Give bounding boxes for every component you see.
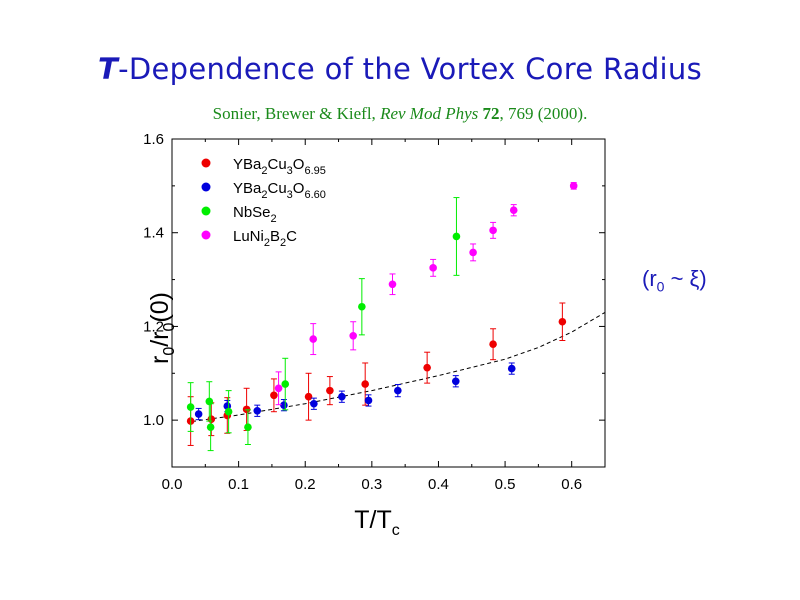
citation-volume: 72 bbox=[482, 104, 500, 123]
legend-marker bbox=[201, 230, 211, 240]
y-tick-label: 1.2 bbox=[143, 318, 164, 335]
data-point bbox=[388, 280, 397, 289]
data-point bbox=[507, 364, 516, 373]
data-point bbox=[569, 182, 578, 190]
plot-frame bbox=[171, 138, 606, 468]
x-axis-label: T/Tc bbox=[354, 506, 400, 539]
legend-marker bbox=[201, 158, 211, 168]
data-point bbox=[206, 423, 215, 431]
x-tick-label: 0.4 bbox=[428, 476, 449, 493]
data-point bbox=[423, 363, 431, 372]
data-point bbox=[451, 377, 460, 386]
data-point bbox=[186, 403, 195, 411]
side-note-open: (r bbox=[642, 266, 657, 291]
data-point bbox=[358, 302, 366, 311]
data-point bbox=[270, 391, 278, 400]
y-tick-label: 1.4 bbox=[143, 225, 164, 242]
data-point bbox=[429, 264, 437, 272]
legend-label: YBa2Cu3O6.95 bbox=[233, 156, 326, 177]
x-tick-label: 0.5 bbox=[495, 476, 516, 493]
data-point bbox=[253, 406, 262, 415]
y-tick-label: 1.6 bbox=[143, 131, 164, 148]
title-italic-t: T bbox=[98, 52, 119, 86]
data-point bbox=[274, 384, 283, 393]
citation: Sonier, Brewer & Kiefl, Rev Mod Phys 72,… bbox=[0, 104, 800, 124]
x-tick-label: 0.3 bbox=[361, 476, 382, 493]
y-tick-label: 1.0 bbox=[143, 412, 164, 429]
data-point bbox=[338, 392, 346, 401]
side-note: (r0 ~ ξ) bbox=[642, 266, 707, 294]
data-point bbox=[489, 340, 497, 349]
data-point bbox=[244, 423, 252, 431]
side-note-rest: ~ ξ) bbox=[664, 266, 707, 291]
legend-label: LuNi2B2C bbox=[233, 228, 297, 249]
data-point bbox=[489, 226, 497, 235]
data-point bbox=[309, 335, 318, 343]
citation-rest: , 769 (2000). bbox=[499, 104, 588, 123]
data-point bbox=[310, 399, 318, 408]
title-rest: -Dependence of the Vortex Core Radius bbox=[118, 52, 702, 86]
data-point bbox=[509, 206, 518, 215]
legend-marker bbox=[201, 182, 211, 192]
legend-label: NbSe2 bbox=[233, 204, 277, 225]
data-point bbox=[304, 392, 313, 401]
legend-marker bbox=[201, 206, 211, 216]
data-point bbox=[361, 380, 369, 388]
data-point bbox=[364, 396, 373, 405]
data-point bbox=[224, 407, 233, 416]
data-point bbox=[452, 232, 461, 241]
citation-journal: Rev Mod Phys bbox=[380, 104, 479, 123]
x-tick-label: 0.0 bbox=[162, 476, 183, 493]
chart-layer: 0.0 0.1 0.2 0.3 0.4 0.5 0.6 1.0 1.2 1.4 1.6 YBa2Cu3… bbox=[143, 131, 606, 493]
citation-authors: Sonier, Brewer & Kiefl, bbox=[212, 104, 381, 123]
data-point bbox=[326, 386, 334, 395]
data-point bbox=[469, 248, 477, 257]
data-point bbox=[394, 386, 402, 395]
data-point bbox=[207, 415, 216, 424]
x-tick-label: 0.2 bbox=[295, 476, 316, 493]
data-point bbox=[281, 380, 290, 388]
x-tick-label: 0.1 bbox=[228, 476, 249, 493]
side-note-sub: 0 bbox=[656, 278, 665, 295]
data-point bbox=[194, 410, 203, 418]
x-tick-label: 0.6 bbox=[561, 476, 582, 493]
fit-curve-dashed bbox=[191, 311, 606, 422]
legend-label: YBa2Cu3O6.60 bbox=[233, 180, 326, 201]
data-point bbox=[349, 332, 357, 340]
data-point bbox=[280, 401, 288, 409]
slide-title: T-Dependence of the Vortex Core Radius bbox=[0, 52, 800, 86]
data-point bbox=[558, 317, 567, 326]
